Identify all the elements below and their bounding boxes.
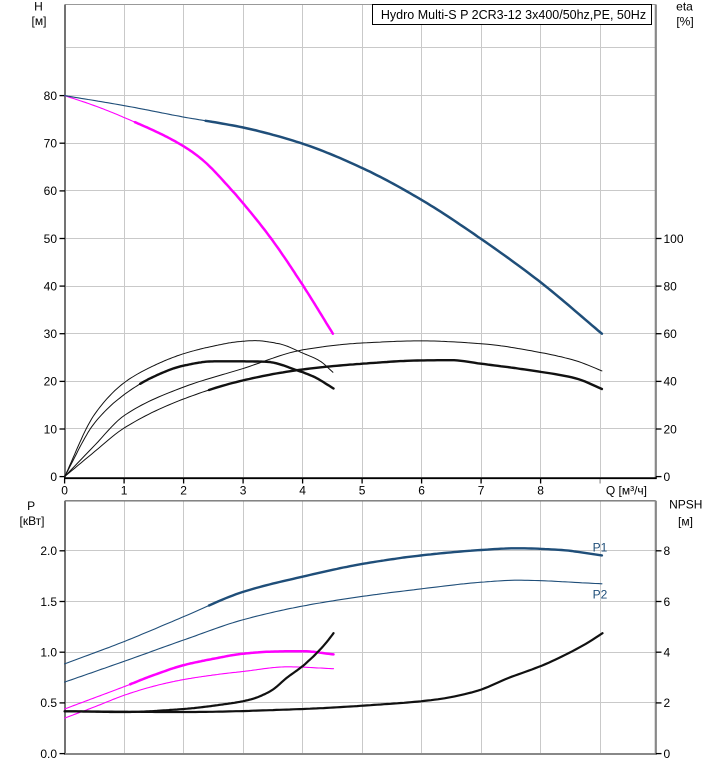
svg-text:6: 6: [418, 484, 425, 498]
svg-text:0: 0: [664, 470, 671, 484]
svg-text:0.5: 0.5: [40, 696, 57, 710]
svg-text:P1: P1: [593, 541, 608, 555]
svg-text:P2: P2: [593, 587, 608, 601]
svg-text:4: 4: [299, 484, 306, 498]
svg-text:[%]: [%]: [676, 14, 693, 28]
svg-text:8: 8: [537, 484, 544, 498]
svg-text:[кВт]: [кВт]: [19, 514, 44, 528]
svg-text:Hydro Multi-S P 2CR3-12 3x400/: Hydro Multi-S P 2CR3-12 3x400/50hz,PE, 5…: [381, 8, 646, 22]
svg-text:20: 20: [664, 422, 678, 436]
svg-text:4: 4: [664, 646, 671, 660]
svg-text:1.0: 1.0: [40, 646, 57, 660]
svg-text:0: 0: [664, 747, 671, 761]
svg-text:80: 80: [44, 89, 58, 103]
svg-text:eta: eta: [676, 0, 693, 14]
svg-text:1: 1: [121, 484, 128, 498]
svg-text:2.0: 2.0: [40, 544, 57, 558]
svg-text:8: 8: [664, 544, 671, 558]
svg-text:70: 70: [44, 137, 58, 151]
svg-text:7: 7: [478, 484, 485, 498]
svg-text:2: 2: [664, 696, 671, 710]
svg-text:P: P: [27, 499, 35, 513]
svg-text:60: 60: [44, 184, 58, 198]
svg-text:3: 3: [240, 484, 247, 498]
svg-text:0: 0: [61, 484, 68, 498]
svg-text:[м]: [м]: [678, 515, 693, 529]
svg-text:40: 40: [44, 279, 58, 293]
svg-text:Q [м³/ч]: Q [м³/ч]: [606, 484, 647, 498]
svg-text:50: 50: [44, 232, 58, 246]
svg-text:20: 20: [44, 375, 58, 389]
svg-text:80: 80: [664, 279, 678, 293]
svg-text:60: 60: [664, 327, 678, 341]
svg-text:6: 6: [664, 595, 671, 609]
svg-text:NPSH: NPSH: [669, 498, 702, 512]
svg-text:100: 100: [664, 232, 684, 246]
svg-text:1.5: 1.5: [40, 595, 57, 609]
svg-text:0: 0: [50, 470, 57, 484]
svg-text:H: H: [34, 0, 43, 14]
svg-text:[м]: [м]: [32, 14, 47, 28]
svg-text:0.0: 0.0: [40, 747, 57, 761]
svg-text:30: 30: [44, 327, 58, 341]
svg-text:40: 40: [664, 375, 678, 389]
svg-text:2: 2: [180, 484, 187, 498]
svg-text:10: 10: [44, 422, 58, 436]
svg-text:5: 5: [359, 484, 366, 498]
